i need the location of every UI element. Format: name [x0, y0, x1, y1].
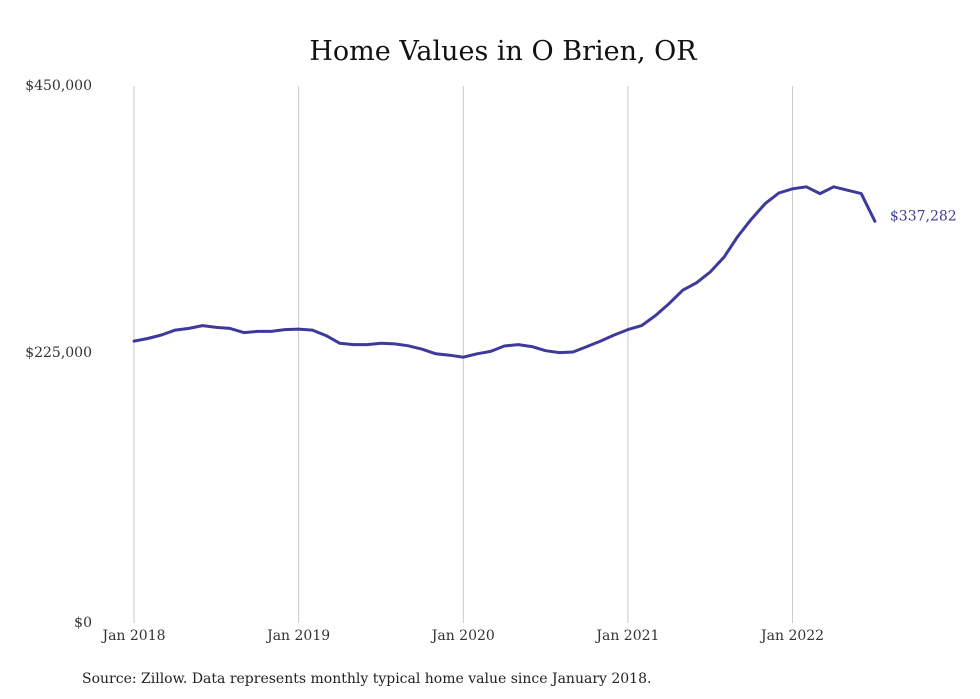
- x-tick-label-2019-01: Jan 2019: [265, 628, 330, 644]
- x-tick-label-2018-01: Jan 2018: [100, 628, 165, 644]
- vertical-gridlines: [133, 86, 794, 623]
- y-tick-label-225000: $225,000: [25, 345, 92, 361]
- x-tick-labels: Jan 2018 Jan 2019 Jan 2020 Jan 2021 Jan 2022: [100, 628, 824, 644]
- y-tick-label-450000: $450,000: [25, 78, 92, 94]
- x-tick-label-2021-01: Jan 2021: [594, 628, 659, 644]
- source-note: Source: Zillow. Data represents monthly …: [82, 671, 651, 687]
- x-tick-label-2022-01: Jan 2022: [759, 628, 824, 644]
- x-tick-label-2020-01: Jan 2020: [430, 628, 495, 644]
- y-tick-label-0: $0: [74, 615, 92, 631]
- latest-value-label: $337,282: [890, 208, 957, 224]
- chart-title: Home Values in O Brien, OR: [309, 36, 697, 67]
- home-value-series-line: [132, 185, 877, 359]
